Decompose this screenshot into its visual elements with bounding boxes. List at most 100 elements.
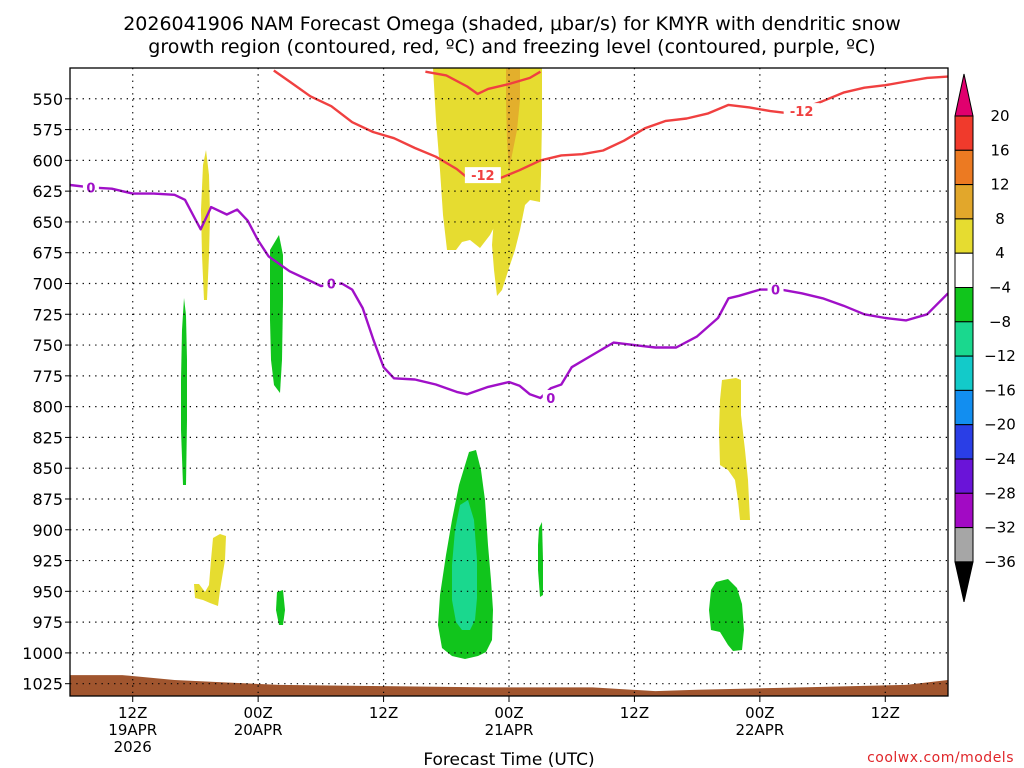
colorbar-tick-label: −8 bbox=[989, 313, 1011, 331]
terrain-fill bbox=[70, 675, 948, 696]
colorbar-tick-label: −12 bbox=[984, 347, 1016, 365]
dendritic-label-1-bg bbox=[783, 103, 820, 120]
freezing-level-label-0: 0 bbox=[86, 181, 95, 196]
x-tick-label: 00Z bbox=[745, 704, 774, 722]
chart-title-line-2: growth region (contoured, red, ºC) and f… bbox=[148, 36, 875, 58]
dendritic-label-1: -12 bbox=[790, 105, 814, 120]
y-tick-label: 925 bbox=[32, 552, 63, 571]
y-tick-label: 675 bbox=[32, 244, 63, 263]
colorbar-bin bbox=[954, 355, 974, 391]
x-tick-label: 12Z bbox=[620, 704, 649, 722]
dendritic-contour-2 bbox=[498, 75, 948, 180]
x-tick-label: 22APR bbox=[735, 721, 784, 739]
x-tick-label: 12Z bbox=[871, 704, 900, 722]
x-tick-label: 00Z bbox=[494, 704, 523, 722]
chart-title-line-1: 2026041906 NAM Forecast Omega (shaded, μ… bbox=[123, 13, 901, 35]
y-tick-label: 600 bbox=[32, 151, 63, 170]
freezing-level-label-3: 0 bbox=[771, 284, 780, 299]
x-axis-title: Forecast Time (UTC) bbox=[423, 750, 594, 768]
omega-region-yellow-big-left bbox=[433, 68, 510, 250]
omega-region-yellow-small-early bbox=[201, 150, 210, 300]
colorbar-bin bbox=[954, 115, 974, 151]
x-tick-label: 12Z bbox=[118, 704, 147, 722]
freezing-level-label-2-bg bbox=[542, 390, 559, 407]
x-tick-label: 20APR bbox=[234, 721, 283, 739]
colorbar: 20 16 12 8 4 −4 −8 −12 −16 −20 −24 −28 −32 −36 bbox=[954, 73, 1016, 603]
plot-area: 0 0 0 0 -12 -12 bbox=[70, 68, 948, 696]
y-tick-label: 875 bbox=[32, 490, 63, 509]
y-tick-label: 700 bbox=[32, 274, 63, 293]
colorbar-bin bbox=[954, 321, 974, 357]
omega-region-green-late bbox=[709, 579, 744, 651]
y-tick-label: 775 bbox=[32, 367, 63, 386]
freezing-level-label-3-bg bbox=[767, 281, 784, 298]
dendritic-contour-1 bbox=[425, 70, 542, 96]
omega-region-green-small bbox=[276, 590, 285, 625]
omega-region-cyan-core bbox=[452, 500, 477, 630]
colorbar-tick-label: −36 bbox=[984, 553, 1016, 571]
colorbar-tick-label: −20 bbox=[984, 416, 1016, 434]
colorbar-bin bbox=[954, 527, 974, 563]
freezing-level-label-2: 0 bbox=[546, 392, 555, 407]
omega-shading bbox=[181, 68, 750, 659]
omega-region-yellow-big-right bbox=[492, 68, 542, 296]
colorbar-bin bbox=[954, 149, 974, 186]
omega-region-green-early-lower bbox=[181, 298, 187, 485]
colorbar-tick-label: −4 bbox=[989, 279, 1011, 297]
x-tick-label: 12Z bbox=[369, 704, 398, 722]
colorbar-arrow-top bbox=[954, 73, 974, 117]
colorbar-tick-label: −24 bbox=[984, 450, 1016, 468]
freezing-level-contour bbox=[70, 183, 948, 400]
omega-region-green-early-upper bbox=[270, 235, 283, 393]
freezing-level-label-1: 0 bbox=[327, 277, 336, 292]
colorbar-tick-label: 12 bbox=[990, 176, 1009, 194]
colorbar-bin bbox=[954, 458, 974, 494]
colorbar-bin bbox=[954, 424, 974, 460]
dendritic-label-0-bg bbox=[464, 167, 501, 184]
x-tick-label: 21APR bbox=[485, 721, 534, 739]
gridlines bbox=[70, 68, 948, 696]
colorbar-bin bbox=[954, 492, 974, 529]
y-tick-label: 850 bbox=[32, 459, 63, 478]
x-tick-label: 00Z bbox=[243, 704, 272, 722]
y-tick-label: 800 bbox=[32, 398, 63, 417]
y-tick-label: 650 bbox=[32, 213, 63, 232]
dendritic-label-0: -12 bbox=[471, 169, 495, 184]
colorbar-tick-label: 4 bbox=[995, 244, 1005, 262]
y-tick-label: 550 bbox=[32, 90, 63, 109]
y-tick-label: 750 bbox=[32, 336, 63, 355]
y-tick-label: 900 bbox=[32, 521, 63, 540]
y-tick-label: 975 bbox=[32, 613, 63, 632]
y-tick-label: 1000 bbox=[22, 644, 63, 663]
x-tick-label: 2026 bbox=[114, 738, 152, 756]
y-axis-ticks: 550 575 600 625 650 675 700 725 750 775 800 825 850 8… bbox=[22, 90, 70, 694]
y-tick-label: 575 bbox=[32, 121, 63, 140]
colorbar-bin bbox=[954, 184, 974, 220]
y-tick-label: 725 bbox=[32, 305, 63, 324]
colorbar-bin bbox=[954, 389, 974, 426]
colorbar-tick-label: 20 bbox=[990, 107, 1009, 125]
colorbar-tick-label: −28 bbox=[984, 484, 1016, 502]
colorbar-tick-label: 16 bbox=[990, 141, 1009, 159]
freezing-level-label-1-bg bbox=[323, 275, 340, 292]
colorbar-tick-label: −32 bbox=[984, 519, 1016, 537]
colorbar-arrow-bottom bbox=[954, 561, 974, 603]
omega-region-green-thin bbox=[538, 522, 543, 597]
y-tick-label: 825 bbox=[32, 428, 63, 447]
omega-region-yellow-late bbox=[719, 378, 750, 520]
y-tick-label: 1025 bbox=[22, 675, 63, 694]
colorbar-tick-label: −16 bbox=[984, 381, 1016, 399]
colorbar-bin bbox=[954, 252, 974, 288]
contours: 0 0 0 0 -12 -12 bbox=[70, 69, 948, 407]
credit-text: coolwx.com/models bbox=[867, 750, 1014, 766]
colorbar-bin bbox=[954, 218, 974, 254]
freezing-level-label-0-bg bbox=[82, 179, 99, 196]
colorbar-bin bbox=[954, 287, 974, 323]
colorbar-tick-label: 8 bbox=[995, 210, 1005, 228]
y-tick-label: 625 bbox=[32, 182, 63, 201]
y-tick-label: 950 bbox=[32, 582, 63, 601]
omega-region-yellow-low-early bbox=[194, 534, 226, 606]
x-tick-label: 19APR bbox=[108, 721, 157, 739]
